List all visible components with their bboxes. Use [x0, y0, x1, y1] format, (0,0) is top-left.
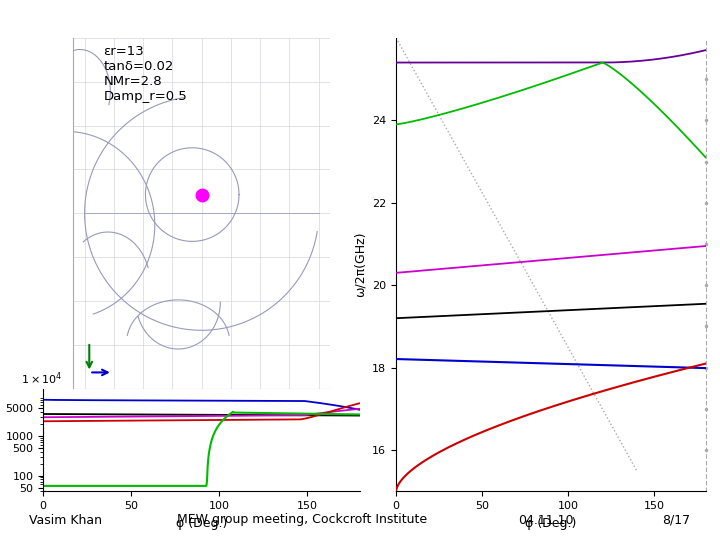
- Text: 04.11.10: 04.11.10: [518, 514, 574, 526]
- Text: εr=13
tanδ=0.02
NMr=2.8
Damp_r=0.5: εr=13 tanδ=0.02 NMr=2.8 Damp_r=0.5: [104, 45, 187, 103]
- X-axis label: φ (Deg.): φ (Deg.): [525, 517, 577, 530]
- Text: 8/17: 8/17: [662, 514, 690, 526]
- Text: $1\times10^4$: $1\times10^4$: [21, 370, 63, 387]
- X-axis label: φ (Deg.): φ (Deg.): [176, 517, 228, 530]
- Text: MEW group meeting, Cockcroft Institute: MEW group meeting, Cockcroft Institute: [177, 514, 428, 526]
- Y-axis label: ω/2π(GHz): ω/2π(GHz): [354, 232, 366, 298]
- Text: Vasim Khan: Vasim Khan: [29, 514, 102, 526]
